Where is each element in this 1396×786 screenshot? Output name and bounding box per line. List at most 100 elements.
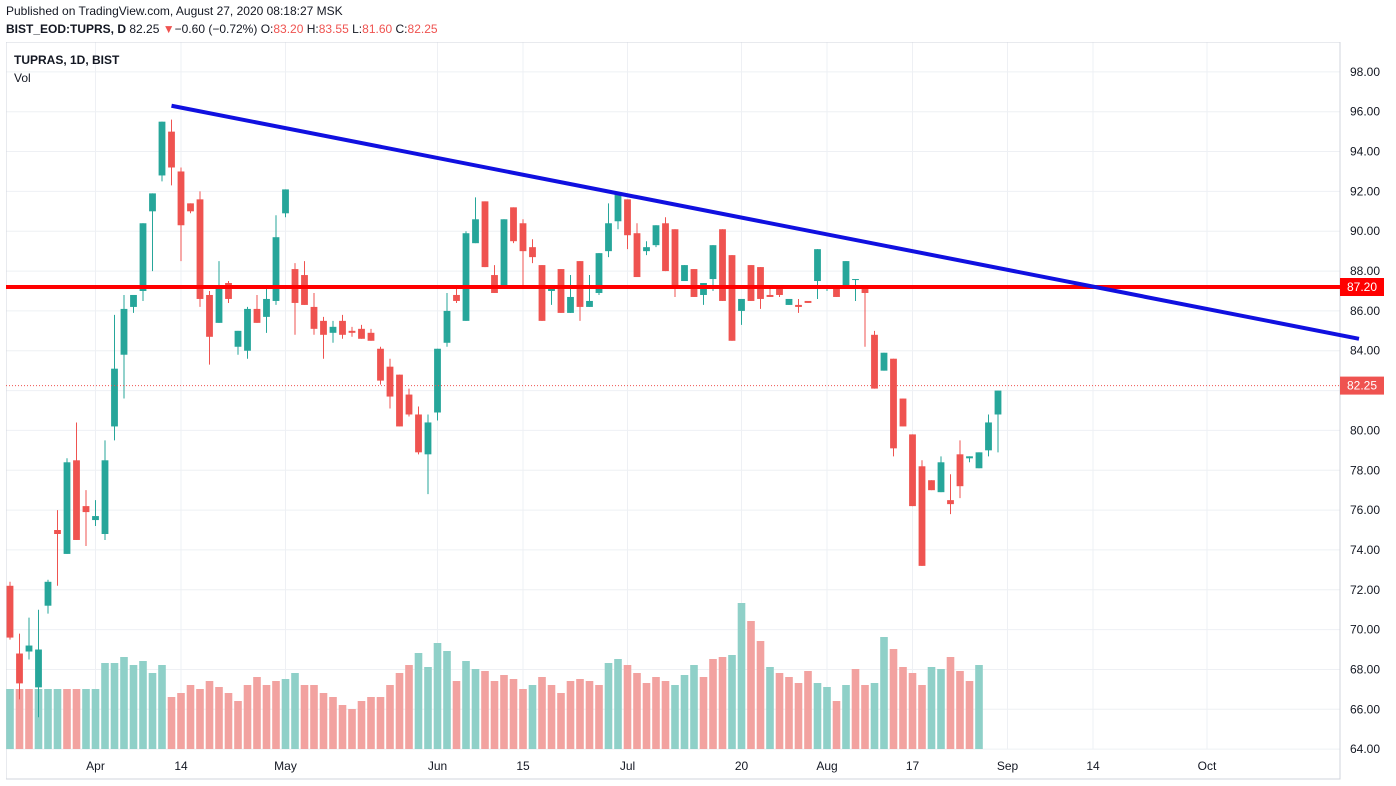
volume-bar [120, 657, 128, 749]
candle-body [681, 265, 688, 282]
volume-bar [310, 685, 318, 749]
volume-bar [946, 657, 955, 749]
candle-body [168, 131, 175, 168]
volume-bar [348, 709, 356, 749]
candle-body [719, 229, 726, 301]
price-tick-label: 74.00 [1350, 543, 1380, 557]
volume-bar [376, 697, 385, 749]
candle-body [434, 348, 441, 413]
price-axis[interactable]: 64.00 66.00 68.00 70.00 72.00 74.00 76.00 78.00… [1350, 65, 1380, 756]
candle-body [177, 171, 185, 226]
volume-bar [243, 685, 252, 749]
candle-body [44, 581, 52, 606]
price-tick-label: 78.00 [1350, 463, 1380, 477]
candle-body [149, 193, 156, 212]
candle-body [880, 352, 888, 371]
volume-bar [576, 679, 584, 749]
volume-bar [215, 687, 223, 749]
price-tick-label: 84.00 [1350, 344, 1380, 358]
volume-bar [861, 685, 869, 749]
candle-body [985, 422, 992, 451]
volume-bar [101, 663, 109, 749]
candle-body [937, 462, 945, 493]
last-price: 82.25 [129, 22, 160, 36]
candle-body [82, 506, 90, 513]
volume-bar [728, 655, 736, 749]
candle-body [918, 466, 926, 566]
time-axis[interactable]: Apr 14 May Jun 15 Jul 20 Aug 17 Sep 14 Oct [86, 759, 1217, 773]
time-tick-label: 20 [735, 759, 749, 773]
candle-body [624, 199, 631, 236]
volume-bar [756, 641, 765, 749]
volume-bar [281, 679, 290, 749]
volume-bar [139, 661, 147, 749]
legend-volume[interactable]: Vol [14, 71, 31, 85]
volume-bars [6, 603, 983, 749]
volume-bar [414, 653, 423, 749]
candle-body [605, 223, 612, 252]
candle-body [842, 261, 850, 286]
chart-frame[interactable]: 64.00 66.00 68.00 70.00 72.00 74.00 76.00 78.00… [5, 41, 1390, 785]
price-chart[interactable]: 64.00 66.00 68.00 70.00 72.00 74.00 76.00 78.00… [5, 41, 1390, 780]
candle-body [728, 255, 736, 341]
volume-bar [528, 685, 537, 749]
volume-bar [490, 681, 499, 749]
volume-bar [34, 689, 43, 749]
volume-bar [357, 701, 366, 749]
candle-body [491, 275, 498, 293]
volume-bar [614, 659, 622, 749]
volume-bar [405, 665, 413, 749]
candle-body [301, 275, 308, 305]
volume-bar [785, 677, 793, 749]
volume-bar [975, 665, 983, 749]
price-tick-label: 66.00 [1350, 702, 1380, 716]
down-arrow-icon: ▼ [162, 22, 175, 36]
candle-body [899, 398, 907, 427]
candle-body [614, 193, 622, 222]
volume-bar [718, 657, 727, 749]
candle-body [253, 308, 261, 323]
candle-body [54, 530, 61, 534]
candle-body [586, 300, 593, 307]
volume-bar [775, 673, 784, 749]
price-tick-label: 96.00 [1350, 105, 1380, 119]
candle-body [348, 330, 356, 333]
volume-bar [272, 681, 280, 749]
candle-body [481, 201, 489, 268]
candle-body [111, 368, 118, 427]
symbol-code[interactable]: BIST_EOD:TUPRS, D [6, 22, 127, 36]
open-value: 83.20 [273, 22, 304, 36]
volume-bar [709, 659, 717, 749]
volume-bar [870, 683, 879, 749]
candle-body [225, 283, 232, 299]
price-tick-label: 88.00 [1350, 264, 1380, 278]
candle-body [671, 229, 679, 289]
volume-bar [842, 685, 850, 749]
grid-lines [6, 42, 1340, 750]
legend-title[interactable]: TUPRAS, 1D, BIST [14, 53, 120, 67]
candle-body [120, 308, 128, 355]
price-tick-label: 68.00 [1350, 662, 1380, 676]
volume-bar [329, 697, 337, 749]
volume-bar [680, 675, 689, 749]
volume-bar [804, 671, 812, 749]
volume-bar [690, 665, 698, 749]
price-tick-label: 94.00 [1350, 145, 1380, 159]
high-label: H: [306, 22, 319, 36]
volume-bar [823, 687, 831, 749]
candle-body [415, 414, 422, 453]
candle-body [576, 261, 584, 307]
time-tick-label: 15 [516, 759, 530, 773]
candle-body [339, 320, 346, 335]
volume-bar [424, 667, 432, 749]
candle-body [92, 516, 99, 521]
volume-bar [652, 677, 660, 749]
last-price-tag-text: 82.25 [1347, 379, 1377, 393]
volume-bar [25, 689, 33, 749]
volume-bar [300, 685, 309, 749]
volume-bar [481, 671, 489, 749]
trend-line[interactable] [171, 103, 1360, 341]
candle-body [928, 480, 935, 491]
volume-bar [813, 683, 822, 749]
volume-bar [319, 693, 328, 749]
